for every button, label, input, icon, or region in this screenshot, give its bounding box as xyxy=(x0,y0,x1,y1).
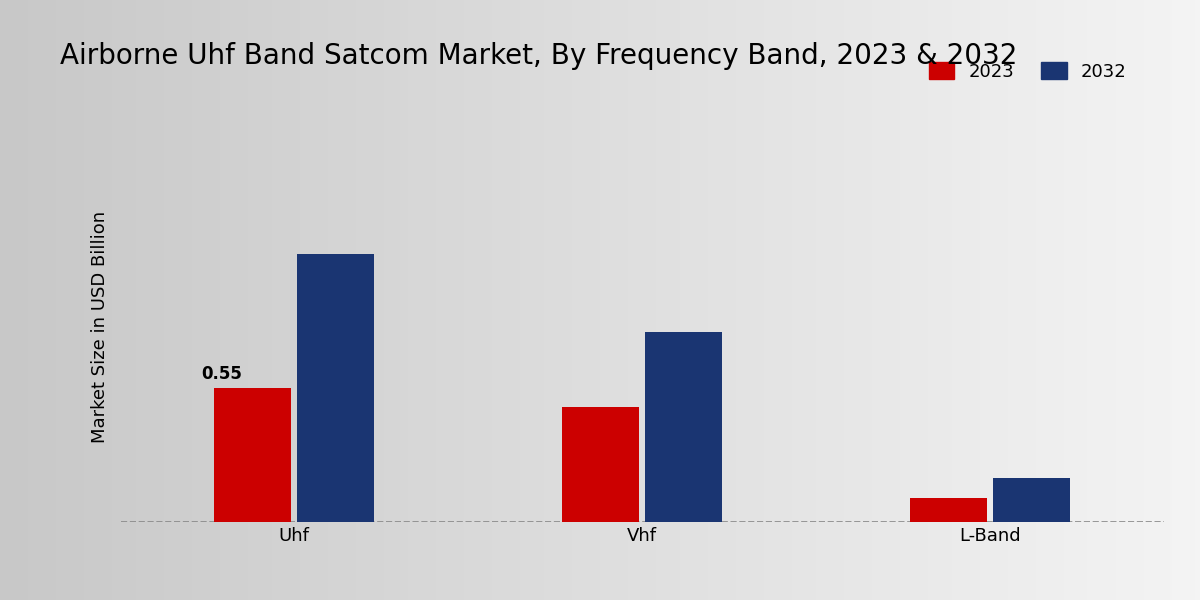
Bar xyxy=(214,388,290,522)
Text: Airborne Uhf Band Satcom Market, By Frequency Band, 2023 & 2032: Airborne Uhf Band Satcom Market, By Freq… xyxy=(60,42,1018,70)
Y-axis label: Market Size in USD Billion: Market Size in USD Billion xyxy=(91,211,109,443)
Bar xyxy=(646,332,722,522)
Bar xyxy=(298,254,374,522)
Bar xyxy=(910,497,986,522)
Bar xyxy=(562,407,638,522)
Legend: 2023, 2032: 2023, 2032 xyxy=(922,55,1134,88)
Text: 0.55: 0.55 xyxy=(200,365,242,383)
Bar xyxy=(994,478,1070,522)
